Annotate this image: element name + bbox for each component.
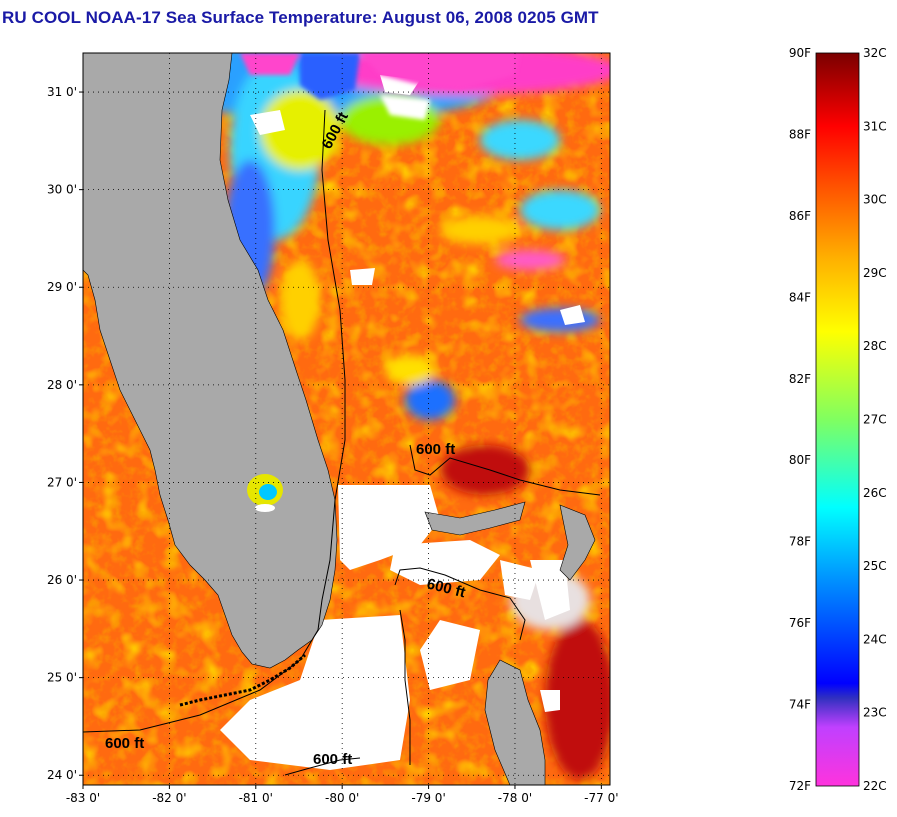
colorbar-c-label: 25C [863, 559, 887, 573]
colorbar-c-label: 22C [863, 779, 887, 793]
lon-tick-label: -77 0' [584, 791, 618, 805]
colorbar-c-label: 30C [863, 193, 887, 207]
chart-title: RU COOL NOAA-17 Sea Surface Temperature:… [2, 8, 599, 27]
lat-tick-label: 30 0' [47, 183, 77, 197]
colorbar-fahrenheit-labels: 90F 88F 86F 84F 82F 80F 78F 76F 74F 72F [789, 46, 811, 793]
sst-field [83, 53, 610, 785]
colorbar-c-label: 27C [863, 413, 887, 427]
lat-tick-label: 25 0' [47, 671, 77, 685]
colorbar-f-label: 82F [789, 372, 811, 386]
colorbar-celsius-labels: 32C 31C 30C 29C 28C 27C 26C 25C 24C 23C 22C [863, 46, 887, 793]
colorbar [815, 52, 860, 787]
isobath-600ft [83, 109, 601, 776]
colorbar-f-label: 76F [789, 616, 811, 630]
colorbar-f-label: 74F [789, 698, 811, 712]
colorbar-c-label: 23C [863, 706, 887, 720]
lon-tick-label: -83 0' [66, 791, 100, 805]
lat-tick-label: 27 0' [47, 475, 77, 489]
lat-tick-label: 28 0' [47, 378, 77, 392]
cloud-mask [220, 75, 585, 770]
lon-tick-label: -81 0' [239, 791, 273, 805]
colorbar-c-label: 32C [863, 46, 887, 60]
longitude-labels: -83 0' -82 0' -81 0' -80 0' -79 0' -78 0' -77 … [66, 785, 619, 805]
isobath-label: 600 ft [416, 441, 455, 458]
colorbar-f-label: 90F [789, 46, 811, 60]
lat-tick-label: 26 0' [47, 573, 77, 587]
colorbar-c-label: 24C [863, 632, 887, 646]
graticule [82, 53, 610, 785]
colorbar-c-label: 31C [863, 119, 887, 133]
colorbar-c-label: 29C [863, 266, 887, 280]
land-florida [83, 53, 338, 669]
isobath-label: 600 ft [313, 751, 352, 768]
land-grand-bahama [424, 501, 526, 536]
colorbar-f-label: 88F [789, 127, 811, 141]
lat-tick-label: 29 0' [47, 280, 77, 294]
lon-tick-label: -82 0' [152, 791, 186, 805]
colorbar-f-label: 72F [789, 779, 811, 793]
colorbar-f-label: 80F [789, 453, 811, 467]
lon-tick-label: -79 0' [411, 791, 445, 805]
colorbar-f-label: 86F [789, 209, 811, 223]
lat-tick-label: 31 0' [47, 85, 77, 99]
land-abaco [559, 504, 596, 581]
colorbar-c-label: 28C [863, 339, 887, 353]
colorbar-c-label: 26C [863, 486, 887, 500]
colorbar-f-label: 84F [789, 290, 811, 304]
lon-tick-label: -80 0' [325, 791, 359, 805]
lat-tick-label: 24 0' [47, 768, 77, 782]
colorbar-f-label: 78F [789, 535, 811, 549]
lon-tick-label: -78 0' [498, 791, 532, 805]
land-andros [484, 659, 546, 785]
isobath-label: 600 ft [105, 735, 144, 752]
latitude-labels: 31 0' 30 0' 29 0' 28 0' 27 0' 26 0' 25 0' 24 0' [47, 85, 83, 782]
